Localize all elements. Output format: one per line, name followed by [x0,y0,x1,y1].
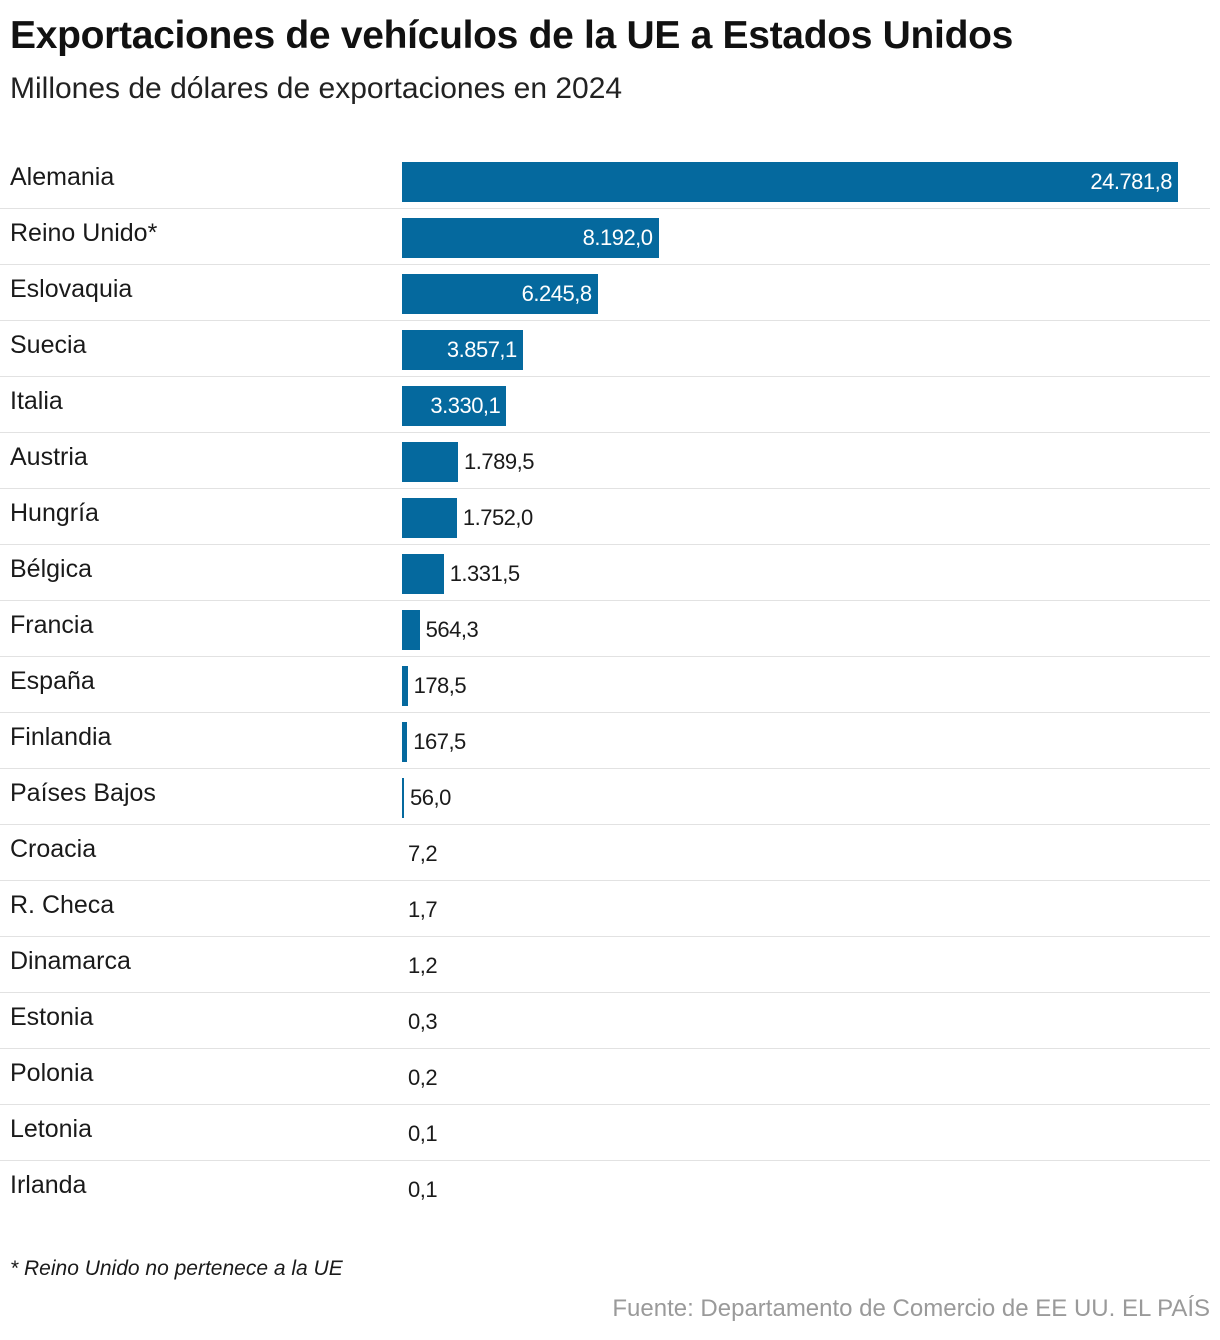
chart-row: Hungría 1.752,0 [0,489,1210,545]
value-label: 1,2 [408,953,438,978]
chart-row: España 178,5 [0,657,1210,713]
category-label: Hungría [10,499,99,527]
category-label: Suecia [10,331,87,359]
value-label: 0,1 [408,1121,438,1146]
bar-chart: Alemania 24.781,8 Reino Unido* 8.192,0 Eslov… [0,153,1220,1217]
chart-row: R. Checa 1,7 [0,881,1210,937]
bar [402,498,457,538]
chart-row: Dinamarca 1,2 [0,937,1210,993]
category-label: Estonia [10,1003,94,1031]
chart-title: Exportaciones de vehículos de la UE a Es… [10,14,1014,57]
value-label: 3.857,1 [446,337,517,362]
bar [402,610,420,650]
value-label: 1.331,5 [449,561,520,586]
category-label: Reino Unido* [10,219,158,247]
category-label: Austria [10,443,88,471]
value-label: 3.330,1 [430,393,501,418]
value-label: 0,1 [408,1177,438,1202]
chart-row: Eslovaquia 6.245,8 [0,265,1210,321]
value-label: 56,0 [410,785,451,810]
category-label: Letonia [10,1115,93,1143]
bar [402,554,444,594]
value-label: 6.245,8 [521,281,592,306]
bar [402,722,408,762]
chart-row: Alemania 24.781,8 [0,153,1210,209]
category-label: Italia [10,387,63,415]
bar [402,218,659,258]
chart-row: Irlanda 0,1 [0,1161,1210,1217]
chart-row: Países Bajos 56,0 [0,769,1210,825]
value-label: 7,2 [408,841,438,866]
category-label: Eslovaquia [10,275,133,303]
chart-row: Austria 1.789,5 [0,433,1210,489]
category-label: España [10,667,95,695]
bar [402,778,404,818]
value-label: 178,5 [413,673,467,698]
chart-row: Bélgica 1.331,5 [0,545,1210,601]
category-label: R. Checa [10,891,115,919]
value-label: 0,3 [408,1009,438,1034]
bar [402,274,598,314]
value-label: 564,3 [425,617,479,642]
chart-row: Finlandia 167,5 [0,713,1210,769]
bar [402,330,523,370]
chart-row: Reino Unido* 8.192,0 [0,209,1210,265]
category-label: Países Bajos [10,779,156,807]
value-label: 0,2 [408,1065,438,1090]
value-label: 8.192,0 [582,225,653,250]
category-label: Croacia [10,835,97,863]
category-label: Alemania [10,163,115,191]
bar [402,162,1178,202]
bar [402,666,408,706]
bar [402,442,459,482]
value-label: 24.781,8 [1090,169,1172,194]
category-label: Irlanda [10,1171,87,1199]
value-label: 1.789,5 [464,449,534,474]
value-label: 1.752,0 [462,505,533,530]
chart-row: Letonia 0,1 [0,1105,1210,1161]
value-label: 1,7 [408,897,438,922]
chart-row: Croacia 7,2 [0,825,1210,881]
bar [402,386,507,426]
source-credit: Fuente: Departamento de Comercio de EE U… [612,1295,1210,1322]
category-label: Polonia [10,1059,94,1087]
chart-row: Francia 564,3 [0,601,1210,657]
footnote: * Reino Unido no pertenece a la UE [10,1257,343,1280]
chart-row: Polonia 0,2 [0,1049,1210,1105]
chart-row: Italia 3.330,1 [0,377,1210,433]
chart-subtitle: Millones de dólares de exportaciones en … [10,72,623,105]
value-label: 167,5 [413,729,466,754]
category-label: Finlandia [10,723,112,751]
category-label: Dinamarca [10,947,131,975]
category-label: Francia [10,611,94,639]
category-label: Bélgica [10,555,92,583]
chart-row: Estonia 0,3 [0,993,1210,1049]
chart-row: Suecia 3.857,1 [0,321,1210,377]
